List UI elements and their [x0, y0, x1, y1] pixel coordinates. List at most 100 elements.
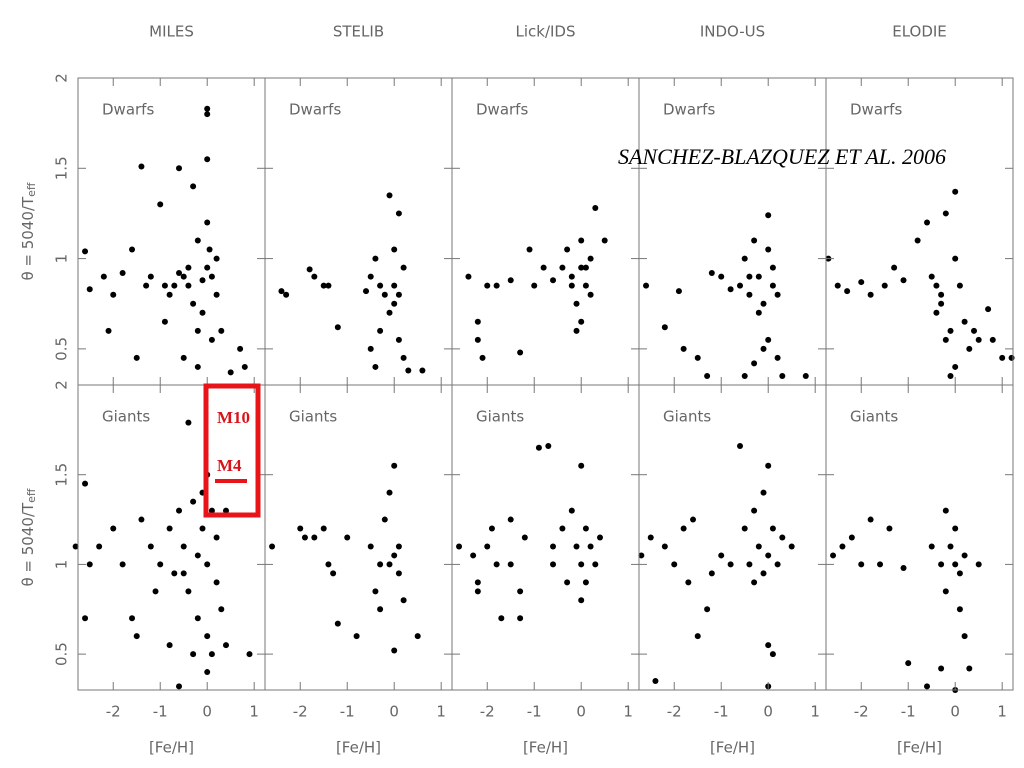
data-point — [746, 273, 753, 280]
data-point — [774, 354, 781, 361]
data-point — [367, 543, 374, 550]
data-point — [176, 683, 183, 690]
data-point — [690, 516, 697, 523]
data-point — [213, 291, 220, 298]
x-tick-label: 1 — [997, 703, 1007, 721]
y-tick-label: 0.5 — [53, 642, 71, 666]
data-point — [942, 210, 949, 217]
data-point — [751, 360, 758, 367]
data-point — [320, 525, 327, 532]
data-point — [578, 597, 585, 604]
x-axis-label: [Fe/H] — [710, 739, 755, 757]
y-axis-label: θ = 5040/Teff — [19, 182, 39, 280]
credit: SANCHEZ-BLAZQUEZ ET AL. 2006 — [618, 144, 946, 169]
data-point — [765, 642, 772, 649]
data-point — [737, 443, 744, 449]
data-point — [517, 588, 524, 595]
data-point — [166, 525, 173, 532]
data-point — [573, 543, 580, 550]
data-point — [802, 372, 809, 379]
data-point — [680, 345, 687, 352]
panel-title: ELODIE — [892, 23, 947, 41]
data-point — [372, 363, 379, 370]
data-point — [848, 534, 855, 541]
data-point — [989, 336, 996, 343]
data-point — [601, 237, 608, 244]
data-point — [400, 354, 407, 361]
data-point — [592, 561, 599, 568]
data-point — [498, 615, 505, 622]
panel-label: Giants — [663, 408, 711, 426]
data-point — [479, 354, 486, 361]
y-axis-label: θ = 5040/Teff — [19, 488, 39, 586]
data-point — [971, 327, 978, 334]
data-point — [325, 561, 332, 568]
highlight-box — [203, 383, 261, 518]
data-point — [147, 273, 154, 280]
data-point — [779, 372, 786, 379]
data-point — [769, 651, 776, 658]
data-point — [727, 286, 734, 293]
data-point — [867, 516, 874, 523]
panel-frame — [77, 77, 266, 386]
data-point — [900, 277, 907, 284]
data-point — [834, 282, 841, 289]
data-point — [755, 543, 762, 550]
data-point — [559, 264, 566, 271]
data-point — [933, 282, 940, 289]
data-point — [769, 264, 776, 271]
x-tick-label: 1 — [249, 703, 259, 721]
data-point — [956, 606, 963, 613]
data-point — [905, 660, 912, 667]
data-point — [171, 570, 178, 577]
data-point — [166, 642, 173, 649]
data-point — [334, 620, 341, 627]
data-point — [386, 309, 393, 316]
data-point — [96, 543, 103, 550]
y-tick-label: 1 — [53, 254, 71, 264]
panel-frame — [451, 384, 640, 691]
data-point — [507, 277, 514, 284]
data-point — [708, 570, 715, 577]
data-point — [718, 552, 725, 559]
data-point — [774, 561, 781, 568]
data-point — [685, 579, 692, 586]
data-point — [208, 273, 215, 280]
panel-frame — [638, 77, 827, 386]
data-point — [110, 525, 117, 532]
data-point — [311, 273, 318, 280]
data-point — [952, 188, 959, 195]
data-point — [204, 105, 211, 112]
data-point — [386, 192, 393, 199]
data-point — [765, 336, 772, 343]
data-point — [176, 270, 183, 277]
data-point — [858, 561, 865, 568]
data-point — [597, 534, 604, 541]
data-point — [844, 288, 851, 295]
data-point — [947, 543, 954, 550]
data-point — [306, 266, 313, 273]
data-point — [386, 489, 393, 496]
x-tick-label: -2 — [667, 703, 682, 721]
data-point — [1008, 354, 1015, 361]
data-point — [474, 579, 481, 586]
data-point — [194, 615, 201, 622]
data-point — [185, 264, 192, 271]
data-point — [325, 282, 332, 289]
data-point — [278, 288, 285, 295]
data-point — [213, 255, 220, 262]
data-point — [638, 552, 645, 559]
data-point — [171, 282, 178, 289]
data-point — [133, 633, 140, 640]
data-point — [199, 277, 206, 284]
panel-label: Giants — [476, 408, 524, 426]
data-point — [246, 651, 253, 658]
x-axis-label: [Fe/H] — [897, 739, 942, 757]
data-point — [395, 210, 402, 217]
data-point — [391, 246, 398, 253]
data-point — [391, 300, 398, 307]
data-point — [353, 633, 360, 640]
data-point — [185, 419, 192, 426]
data-point — [540, 264, 547, 271]
